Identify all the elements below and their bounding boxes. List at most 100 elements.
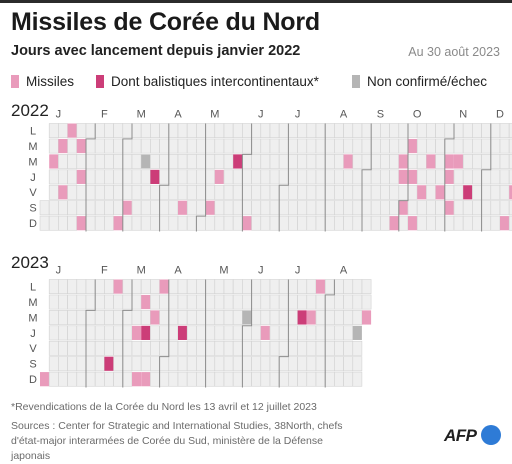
day-cell	[140, 215, 151, 231]
launch-day-cell-missile	[408, 216, 418, 231]
day-cell	[223, 184, 234, 200]
day-cell	[150, 123, 160, 138]
day-cell	[67, 154, 77, 169]
legend-icbm-swatch	[96, 75, 104, 88]
day-cell	[324, 123, 335, 138]
launch-day-cell-icbm	[141, 325, 151, 340]
day-cell	[472, 184, 482, 200]
day-cell	[343, 184, 354, 200]
day-cell	[306, 340, 317, 356]
day-cell	[499, 138, 510, 154]
day-cell	[242, 325, 252, 341]
launch-day-cell-failed	[141, 154, 151, 169]
day-cell	[361, 184, 372, 200]
day-cell	[398, 138, 409, 154]
launch-day-cell-missile	[205, 200, 215, 215]
day-cell	[334, 200, 344, 216]
day-cell	[122, 215, 133, 231]
legend-missiles-swatch	[11, 75, 19, 88]
day-cell	[508, 200, 512, 216]
day-cell	[251, 200, 262, 216]
day-cell	[370, 215, 381, 231]
day-cell	[58, 340, 68, 356]
day-cell	[278, 356, 289, 372]
day-cell	[85, 294, 96, 310]
day-cell	[196, 169, 206, 185]
day-cell	[508, 215, 512, 231]
day-cell	[196, 215, 206, 231]
day-cell	[140, 340, 151, 356]
day-cell	[343, 310, 354, 325]
day-cell	[306, 123, 317, 138]
day-cell	[306, 371, 317, 387]
day-cell	[214, 200, 225, 216]
day-cell	[186, 279, 197, 294]
day-cell	[444, 138, 455, 154]
day-cell	[361, 294, 372, 310]
launch-day-cell-missile	[141, 294, 151, 310]
month-label: M	[210, 109, 219, 121]
day-cell	[416, 123, 427, 138]
day-cell	[499, 123, 510, 138]
day-cell	[48, 340, 59, 356]
day-cell	[251, 325, 262, 341]
day-cell	[205, 356, 216, 372]
chart-subtitle: Jours avec lancement depuis janvier 2022	[11, 43, 301, 59]
day-cell	[159, 169, 170, 185]
month-label: F	[101, 265, 108, 277]
day-cell	[168, 310, 179, 325]
day-cell	[214, 215, 225, 231]
month-separator	[85, 123, 96, 232]
day-cell	[370, 184, 381, 200]
day-cell	[76, 340, 87, 356]
day-cell	[361, 123, 372, 138]
day-cell	[159, 310, 170, 325]
day-cell	[196, 340, 206, 356]
day-cell	[472, 200, 482, 216]
day-cell	[205, 310, 216, 325]
launch-day-cell-missile	[67, 123, 77, 138]
day-cell	[85, 310, 96, 325]
day-cell	[223, 294, 234, 310]
day-cell	[426, 123, 436, 138]
day-cell	[278, 138, 289, 154]
day-cell	[205, 169, 216, 185]
day-cell	[499, 169, 510, 185]
day-cell	[315, 371, 326, 387]
day-cell	[315, 138, 326, 154]
day-cell	[177, 123, 188, 138]
day-cell	[508, 169, 512, 185]
day-cell	[416, 138, 427, 154]
day-cell	[113, 310, 123, 325]
day-cell	[260, 154, 271, 169]
launch-day-cell-icbm	[297, 310, 307, 325]
day-cell	[288, 184, 298, 200]
day-cell	[140, 200, 151, 216]
day-cell	[150, 184, 160, 200]
day-cell	[490, 138, 501, 154]
day-cell	[85, 138, 96, 154]
day-cell	[278, 310, 289, 325]
day-cell	[131, 340, 142, 356]
day-cell	[140, 184, 151, 200]
day-cell	[168, 371, 179, 387]
day-cell	[297, 138, 308, 154]
day-cell	[324, 169, 335, 185]
month-separator	[195, 123, 207, 232]
launch-day-cell-missile	[444, 169, 454, 184]
day-cell	[288, 310, 298, 325]
day-cell	[232, 294, 243, 310]
day-cell	[278, 184, 289, 200]
day-cell	[168, 340, 179, 356]
day-cell	[131, 184, 142, 200]
day-cell	[481, 138, 492, 154]
day-cell	[251, 123, 262, 138]
day-cell	[168, 294, 179, 310]
day-cell	[361, 138, 372, 154]
day-cell	[288, 356, 298, 372]
day-cell	[67, 138, 77, 154]
day-cell	[389, 154, 400, 169]
day-cell	[426, 200, 436, 216]
day-cell	[150, 356, 160, 372]
day-cell	[67, 215, 77, 231]
